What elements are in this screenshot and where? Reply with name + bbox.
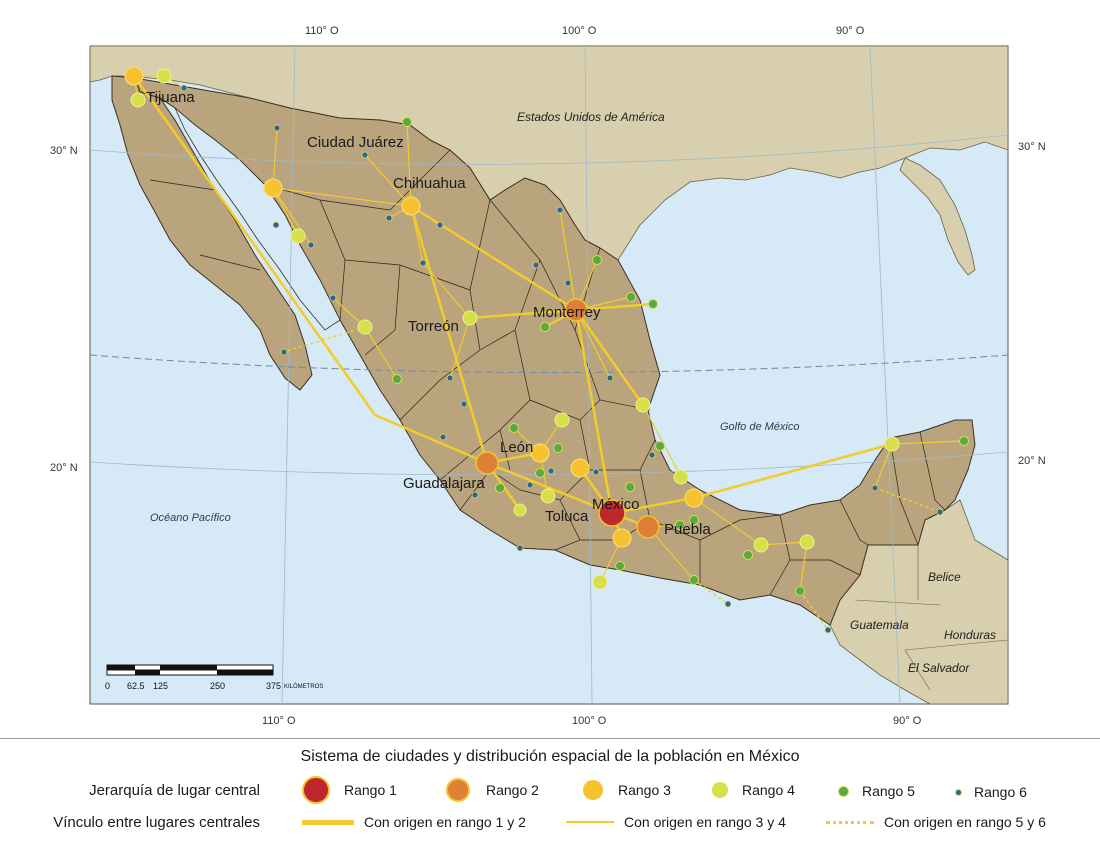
legend-rank-6-marker xyxy=(955,788,962,796)
lon-label-top-110: 110° O xyxy=(305,25,339,37)
legend: Sistema de ciudades y distribución espac… xyxy=(0,738,1100,844)
legend-link-2: Con origen en rango 3 y 4 xyxy=(566,814,786,830)
city-label-puebla: Puebla xyxy=(664,521,711,538)
legend-hierarchy-label: Jerarquía de lugar central xyxy=(89,782,260,799)
legend-rank-1: Rango 1 xyxy=(302,776,397,804)
scale-bar: 0 62.5 125 250 375 KILÓMETROS xyxy=(105,664,323,691)
country-label-usa: Estados Unidos de América xyxy=(517,110,665,124)
legend-rank-3-label: Rango 3 xyxy=(618,782,671,798)
legend-link-3-swatch xyxy=(826,820,874,824)
lat-label-left-20: 20° N xyxy=(50,462,78,474)
legend-link-1-swatch xyxy=(302,819,354,825)
graticule xyxy=(90,46,1008,704)
scale-tick-0: 0 xyxy=(105,681,110,691)
scale-tick-1: 62.5 xyxy=(127,681,145,691)
gulf-of-california xyxy=(174,107,341,331)
sea-label-pacific: Océano Pacífico xyxy=(150,512,231,524)
legend-rank-5-label: Rango 5 xyxy=(862,783,915,799)
legend-rank-4-marker xyxy=(712,782,728,798)
lon-label-bottom-100: 100° O xyxy=(572,715,607,727)
city-label-chihuahua: Chihuahua xyxy=(393,175,466,192)
mexico-land xyxy=(134,77,976,626)
legend-links-label: Vínculo entre lugares centrales xyxy=(53,814,260,831)
legend-link-1-label: Con origen en rango 1 y 2 xyxy=(364,814,526,830)
legend-link-2-swatch xyxy=(566,821,614,823)
scale-tick-3: 250 xyxy=(210,681,225,691)
legend-rank-2-label: Rango 2 xyxy=(486,782,539,798)
legend-rank-6-label: Rango 6 xyxy=(974,784,1027,800)
legend-rank-5-marker xyxy=(838,785,849,797)
lat-label-left-30: 30° N xyxy=(50,145,78,157)
city-label-tijuana: Tijuana xyxy=(146,89,195,106)
legend-rank-2-marker xyxy=(446,778,470,802)
scale-tick-4: 375 xyxy=(266,681,281,691)
city-label-ciudad-juarez: Ciudad Juárez xyxy=(307,134,404,151)
legend-link-3-label: Con origen en rango 5 y 6 xyxy=(884,814,1046,830)
map: Tijuana Ciudad Juárez Chihuahua Torreón … xyxy=(50,25,1046,727)
lat-label-right-20: 20° N xyxy=(1018,455,1046,467)
baja-land xyxy=(111,75,313,391)
country-label-guatemala: Guatemala xyxy=(850,618,909,632)
links-rank-5-6 xyxy=(283,326,941,631)
lon-label-bottom-90: 90° O xyxy=(893,715,922,727)
scale-unit: KILÓMETROS xyxy=(284,683,323,690)
city-label-mexico: México xyxy=(592,496,640,513)
legend-link-2-label: Con origen en rango 3 y 4 xyxy=(624,814,786,830)
country-label-el-salvador: El Salvador xyxy=(908,661,970,675)
city-label-leon: León xyxy=(500,439,533,456)
legend-rank-4-label: Rango 4 xyxy=(742,782,795,798)
legend-rank-3: Rango 3 xyxy=(583,780,671,800)
city-markers xyxy=(124,66,969,634)
legend-title: Sistema de ciudades y distribución espac… xyxy=(300,748,800,765)
tropic-of-cancer xyxy=(90,354,1008,373)
sea-label-gulf: Golfo de México xyxy=(720,421,799,433)
legend-rank-2: Rango 2 xyxy=(446,778,539,802)
legend-rank-1-marker xyxy=(302,776,330,804)
city-label-monterrey: Monterrey xyxy=(533,304,601,321)
legend-rank-5: Rango 5 xyxy=(838,783,915,799)
city-label-toluca: Toluca xyxy=(545,508,589,525)
lon-label-bottom-110: 110° O xyxy=(262,715,296,727)
country-label-belice: Belice xyxy=(928,570,961,584)
lon-label-top-100: 100° O xyxy=(562,25,597,37)
lat-label-right-30: 30° N xyxy=(1018,141,1046,153)
scale-tick-2: 125 xyxy=(153,681,168,691)
legend-rank-4: Rango 4 xyxy=(712,782,795,798)
links-rank-1-2 xyxy=(132,75,893,539)
florida-land xyxy=(899,157,976,276)
city-label-guadalajara: Guadalajara xyxy=(403,475,485,492)
country-label-honduras: Honduras xyxy=(944,628,996,642)
lon-label-top-90: 90° O xyxy=(836,25,865,37)
legend-rank-6: Rango 6 xyxy=(955,784,1027,800)
legend-link-1: Con origen en rango 1 y 2 xyxy=(302,814,526,830)
legend-rank-3-marker xyxy=(583,780,603,800)
city-label-torreon: Torreón xyxy=(408,318,459,335)
legend-link-3: Con origen en rango 5 y 6 xyxy=(826,814,1046,830)
legend-rank-1-label: Rango 1 xyxy=(344,782,397,798)
